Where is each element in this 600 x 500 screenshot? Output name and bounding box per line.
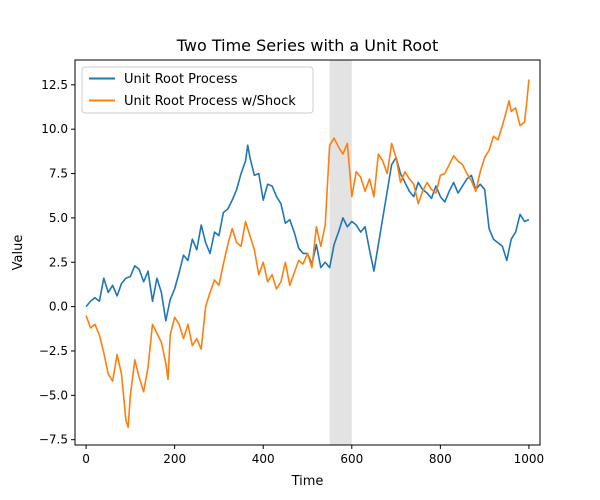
x-tick-label: 0 — [82, 452, 90, 466]
legend-label-unit-root-process-shock: Unit Root Process w/Shock — [124, 94, 296, 109]
x-axis: 0 200 400 600 800 1000 — [82, 445, 544, 466]
y-axis: −7.5 −5.0 −2.5 0.0 2.5 5.0 7.5 10.0 12.5 — [39, 78, 75, 447]
legend: Unit Root Process Unit Root Process w/Sh… — [81, 66, 314, 114]
x-tick-label: 400 — [252, 452, 275, 466]
legend-label-unit-root-process: Unit Root Process — [124, 72, 238, 87]
y-tick-label: 0.0 — [49, 300, 68, 314]
y-tick-label: −2.5 — [39, 344, 68, 358]
chart-title: Two Time Series with a Unit Root — [176, 36, 438, 55]
x-tick-label: 200 — [163, 452, 186, 466]
x-tick-label: 600 — [340, 452, 363, 466]
shaded-region — [329, 60, 352, 445]
legend-box — [81, 66, 314, 114]
series-line-1 — [85, 79, 530, 429]
y-axis-label: Value — [11, 235, 26, 271]
y-tick-label: −5.0 — [39, 388, 68, 402]
x-axis-label: Time — [291, 474, 324, 489]
x-tick-label: 800 — [429, 452, 452, 466]
y-tick-label: 10.0 — [41, 122, 68, 136]
x-tick-label: 1000 — [514, 452, 545, 466]
series-line-0 — [85, 144, 530, 322]
y-tick-label: 7.5 — [49, 167, 68, 181]
y-tick-label: 5.0 — [49, 211, 68, 225]
y-tick-label: −7.5 — [39, 433, 68, 447]
series-layer — [85, 79, 530, 429]
y-tick-label: 12.5 — [41, 78, 68, 92]
y-tick-label: 2.5 — [49, 255, 68, 269]
plot-frame — [74, 59, 541, 446]
plot-area — [74, 59, 541, 446]
